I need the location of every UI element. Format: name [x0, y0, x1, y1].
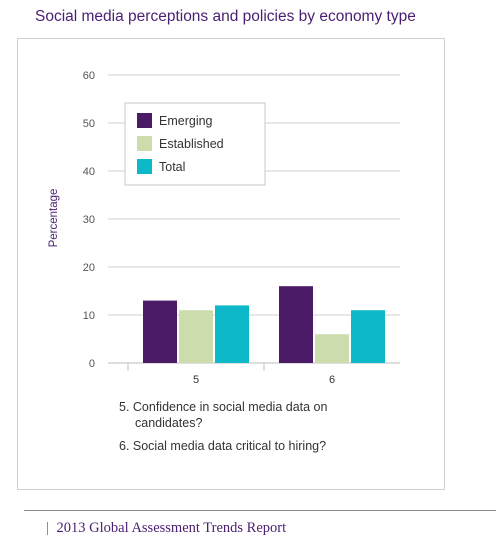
footer: | 2013 Global Assessment Trends Report: [46, 520, 286, 537]
y-tick-label: 30: [83, 214, 95, 226]
bar: [315, 334, 349, 363]
legend-label: Emerging: [159, 114, 213, 128]
footer-text: 2013 Global Assessment Trends Report: [56, 520, 287, 536]
y-tick-label: 0: [89, 358, 95, 370]
note-6: 6. Social media data critical to hiring?: [119, 439, 326, 453]
legend-swatch: [137, 159, 152, 174]
bar: [179, 310, 213, 363]
x-tick-label: 6: [329, 374, 335, 386]
y-tick-label: 50: [83, 118, 95, 130]
legend-label: Established: [159, 137, 224, 151]
y-tick-label: 20: [83, 262, 95, 274]
legend-label: Total: [159, 160, 185, 174]
chart-frame: [17, 38, 445, 490]
bar: [215, 305, 249, 363]
note-5-continued: candidates?: [135, 416, 202, 430]
note-5: 5. Confidence in social media data on: [119, 400, 328, 414]
y-axis-label: Percentage: [48, 189, 60, 248]
x-tick-label: 5: [193, 374, 199, 386]
bar: [279, 286, 313, 363]
chart-title: Social media perceptions and policies by…: [35, 8, 416, 25]
legend-swatch: [137, 113, 152, 128]
y-tick-label: 40: [83, 166, 95, 178]
footer-divider: [24, 510, 496, 511]
y-tick-label: 60: [83, 70, 95, 82]
legend-swatch: [137, 136, 152, 151]
bar: [143, 300, 177, 363]
bar: [351, 310, 385, 363]
footer-pipe: |: [46, 520, 49, 536]
y-tick-label: 10: [83, 310, 95, 322]
